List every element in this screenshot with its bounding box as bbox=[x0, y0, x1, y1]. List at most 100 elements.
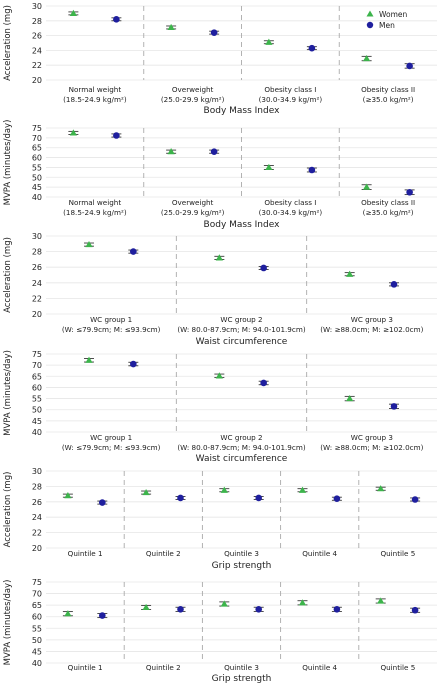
women-point bbox=[298, 599, 307, 606]
y-tick-label: 65 bbox=[32, 372, 42, 381]
category-sublabel: (W: ≤79.9cm; M: ≤93.9cm) bbox=[62, 325, 161, 334]
category-sublabel: (W: 80.0-87.9cm; M: 94.0-101.9cm) bbox=[177, 443, 305, 452]
men-point bbox=[406, 188, 413, 196]
category-label: WC group 1 bbox=[90, 315, 132, 324]
y-tick-label: 65 bbox=[32, 144, 42, 153]
category-label: Obesity class II bbox=[361, 85, 415, 94]
y-tick-label: 22 bbox=[32, 294, 42, 303]
women-point bbox=[346, 270, 354, 277]
legend-label: Women bbox=[379, 10, 407, 19]
chart-panel-5: 20 22 24 26 28 30 Acceleration (mg) Quintile 1 Q… bbox=[3, 467, 437, 571]
women-point bbox=[167, 23, 175, 31]
chart-panel-1: 20 22 24 26 28 30 Acceleration (mg) Normal weig… bbox=[3, 2, 437, 116]
y-tick-label: 50 bbox=[32, 173, 42, 182]
women-point bbox=[377, 597, 385, 604]
y-tick-label: 60 bbox=[32, 154, 42, 163]
women-point bbox=[220, 486, 228, 493]
legend-label: Men bbox=[379, 21, 395, 30]
category-label: Quintile 1 bbox=[68, 549, 103, 558]
y-tick-label: 40 bbox=[32, 193, 42, 202]
y-tick-label: 24 bbox=[32, 279, 42, 288]
y-tick-label: 50 bbox=[32, 406, 42, 415]
y-tick-label: 28 bbox=[32, 482, 42, 491]
category-label: Obesity class I bbox=[264, 198, 316, 207]
women-point bbox=[85, 356, 93, 363]
women-point bbox=[220, 600, 228, 607]
y-tick-label: 70 bbox=[32, 134, 42, 143]
category-label: Quintile 5 bbox=[380, 549, 415, 558]
men-point bbox=[210, 148, 218, 155]
category-sublabel: (≥35.0 kg/m²) bbox=[363, 208, 414, 217]
men-point bbox=[308, 166, 316, 174]
men-point bbox=[333, 495, 341, 503]
category-label: Quintile 3 bbox=[224, 663, 259, 672]
x-axis-label: Waist circumference bbox=[196, 337, 288, 347]
y-tick-label: 55 bbox=[32, 624, 42, 633]
y-axis-label: MVPA (minutes/day) bbox=[3, 120, 13, 206]
women-point bbox=[363, 183, 371, 190]
y-tick-label: 20 bbox=[32, 544, 42, 553]
y-axis-label: Acceleration (mg) bbox=[3, 5, 13, 81]
category-label: Overweight bbox=[172, 198, 214, 207]
category-label: Obesity class I bbox=[264, 85, 316, 94]
women-point bbox=[346, 394, 354, 402]
category-label: Obesity class II bbox=[361, 198, 415, 207]
men-point bbox=[99, 612, 106, 619]
y-tick-label: 45 bbox=[32, 647, 42, 656]
women-point bbox=[69, 129, 77, 136]
category-sublabel: (18.5-24.9 kg/m²) bbox=[63, 208, 127, 217]
category-label: Quintile 5 bbox=[380, 663, 415, 672]
men-point bbox=[177, 494, 184, 502]
y-tick-label: 20 bbox=[32, 310, 42, 319]
men-point bbox=[255, 606, 263, 613]
legend-women-marker bbox=[366, 10, 374, 17]
category-sublabel: (25.0-29.9 kg/m²) bbox=[161, 208, 225, 217]
category-label: Quintile 4 bbox=[302, 549, 337, 558]
y-tick-label: 30 bbox=[32, 467, 42, 476]
women-point bbox=[298, 486, 307, 493]
y-axis-label: Acceleration (mg) bbox=[3, 472, 13, 548]
x-axis-label: Body Mass Index bbox=[204, 106, 281, 116]
y-tick-label: 60 bbox=[32, 613, 42, 622]
men-point bbox=[406, 62, 413, 70]
x-axis-label: Body Mass Index bbox=[204, 220, 281, 230]
men-point bbox=[113, 132, 120, 139]
y-tick-label: 50 bbox=[32, 636, 42, 645]
y-tick-label: 28 bbox=[32, 248, 42, 257]
legend-men-marker bbox=[366, 21, 374, 29]
women-point bbox=[167, 148, 175, 155]
men-point bbox=[390, 281, 398, 288]
y-axis-label: MVPA (minutes/day) bbox=[3, 580, 13, 666]
category-sublabel: (30.0-34.9 kg/m²) bbox=[259, 208, 323, 217]
category-label: Overweight bbox=[172, 85, 214, 94]
chart-panel-6: 40 45 50 55 60 65 70 75 MVPA (minutes/day) Quinti… bbox=[3, 578, 437, 684]
y-tick-label: 55 bbox=[32, 395, 42, 404]
y-tick-label: 40 bbox=[32, 428, 42, 437]
y-tick-label: 24 bbox=[32, 46, 42, 55]
men-point bbox=[260, 379, 267, 387]
y-axis-label: Acceleration (mg) bbox=[3, 237, 13, 313]
women-point bbox=[142, 488, 150, 496]
y-tick-label: 45 bbox=[32, 183, 42, 192]
men-point bbox=[333, 606, 341, 613]
y-tick-label: 40 bbox=[32, 659, 42, 668]
category-label: Quintile 3 bbox=[224, 549, 259, 558]
y-axis-label: MVPA (minutes/day) bbox=[3, 350, 13, 436]
category-sublabel: (18.5-24.9 kg/m²) bbox=[63, 95, 127, 104]
men-point bbox=[177, 606, 184, 613]
men-point bbox=[210, 29, 218, 36]
men-point bbox=[130, 360, 137, 368]
women-point bbox=[215, 372, 223, 379]
category-label: WC group 2 bbox=[220, 315, 262, 324]
women-point bbox=[69, 9, 77, 16]
men-point bbox=[411, 606, 419, 614]
men-point bbox=[113, 16, 120, 23]
men-point bbox=[99, 499, 106, 506]
category-sublabel: (W: ≥88.0cm; M: ≥102.0cm) bbox=[320, 443, 423, 452]
y-tick-label: 55 bbox=[32, 163, 42, 172]
category-label: Quintile 4 bbox=[302, 663, 337, 672]
